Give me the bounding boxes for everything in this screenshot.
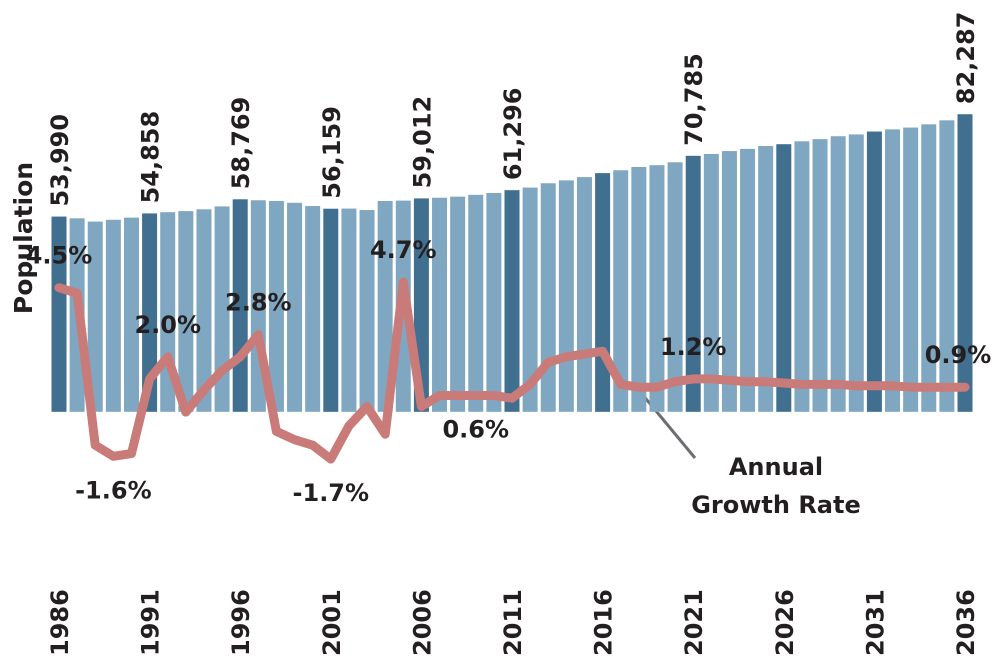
bar: [758, 146, 774, 412]
bar: [631, 166, 647, 412]
bar: [522, 187, 538, 412]
bar: [558, 180, 574, 412]
bar: [613, 170, 629, 412]
bar: [667, 162, 683, 412]
bar: [51, 216, 67, 412]
bar: [468, 194, 484, 412]
bar: [377, 200, 393, 412]
bar: [105, 219, 121, 412]
x-tick-label: 2016: [590, 589, 618, 656]
bar: [721, 151, 737, 412]
bar: [649, 165, 665, 412]
growth-value-label: 2.8%: [225, 289, 292, 317]
x-tick-label: 2031: [861, 589, 889, 656]
bar: [921, 124, 937, 412]
bar: [305, 206, 321, 412]
bar-value-label: 59,012: [408, 96, 436, 189]
x-tick-label: 2021: [680, 589, 708, 656]
x-tick-label: 2001: [318, 589, 346, 656]
bar-value-label: 56,159: [318, 106, 346, 199]
bar: [903, 127, 919, 412]
bar-value-label: 61,296: [499, 88, 527, 181]
bar: [323, 208, 339, 412]
bar: [830, 136, 846, 412]
growth-value-label: 4.5%: [26, 242, 93, 270]
growth-value-label: 4.7%: [370, 236, 437, 264]
growth-value-label: 1.2%: [660, 333, 727, 361]
x-tick-label: 2006: [408, 589, 436, 656]
bar: [87, 221, 103, 412]
growth-value-label: 2.0%: [134, 311, 201, 339]
growth-value-label: -1.7%: [293, 479, 370, 507]
bar: [576, 177, 592, 412]
annotation: Annual Growth Rate: [691, 453, 861, 519]
bar: [504, 190, 520, 412]
bar: [595, 173, 611, 412]
bar: [486, 193, 502, 412]
growth-value-label: 0.6%: [442, 415, 509, 443]
bar: [432, 197, 448, 412]
bar: [776, 144, 792, 412]
bar: [359, 210, 375, 412]
bar: [450, 196, 466, 412]
bar: [812, 139, 828, 412]
bar: [866, 131, 882, 412]
x-tick-label: 2011: [499, 589, 527, 656]
bar: [341, 208, 357, 412]
bar: [142, 213, 158, 412]
bar-value-label: 53,990: [46, 114, 74, 207]
x-tick-label: 1996: [227, 589, 255, 656]
bar: [740, 148, 756, 412]
growth-value-label: -1.6%: [75, 476, 152, 504]
bar: [196, 209, 212, 412]
bar: [268, 200, 284, 412]
bar: [703, 153, 719, 412]
bar-value-label: 82,287: [952, 12, 980, 105]
growth-value-label: 0.9%: [925, 341, 992, 369]
bar: [178, 211, 194, 412]
y-axis-label: Population: [9, 162, 38, 314]
bar: [123, 217, 139, 412]
bar: [214, 206, 230, 412]
bar: [287, 202, 303, 412]
bar: [848, 134, 864, 412]
bar: [540, 183, 556, 412]
bar-value-label: 54,858: [137, 111, 165, 204]
growth-line: [54, 277, 970, 464]
bar: [939, 120, 955, 412]
bar: [685, 155, 701, 412]
x-tick-label: 1991: [137, 589, 165, 656]
bar: [957, 114, 973, 412]
bar: [885, 129, 901, 412]
bar-value-label: 70,785: [680, 53, 708, 146]
x-tick-label: 2036: [952, 589, 980, 656]
bar-value-label: 58,769: [227, 97, 255, 190]
x-tick-label: 1986: [46, 589, 74, 656]
bar: [794, 141, 810, 412]
x-tick-label: 2026: [771, 589, 799, 656]
